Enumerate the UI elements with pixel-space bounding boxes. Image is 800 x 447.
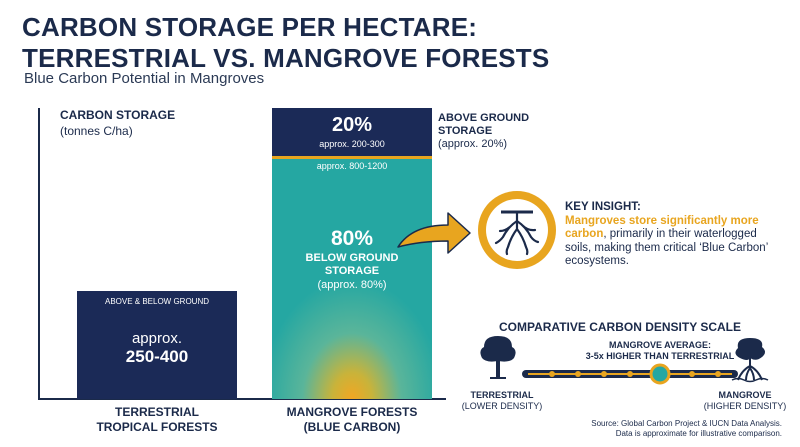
x-category-terrestrial-1: TERRESTRIAL (115, 405, 199, 419)
y-axis-label: CARBON STORAGE (60, 108, 176, 122)
key-insight-rest: , primarily in their waterlogged soils, … (565, 228, 768, 267)
scale-left-label: TERRESTRIAL (LOWER DENSITY) (452, 390, 552, 412)
bar-mangrove-above-range: approx. 200-300 (319, 139, 385, 149)
key-insight-text: Mangroves store significantly more carbo… (565, 215, 785, 269)
page-subtitle: Blue Carbon Potential in Mangroves (24, 70, 265, 87)
bar-mangrove-above-pct: 20% (331, 114, 373, 136)
above-ground-note-1: ABOVE GROUND (438, 112, 530, 124)
scale-left-label-2: (LOWER DENSITY) (461, 401, 543, 411)
y-axis-line (38, 108, 40, 400)
above-ground-note-3: (approx. 20%) (438, 138, 508, 150)
x-category-mangrove: MANGROVE FORESTS (BLUE CARBON) (262, 405, 442, 435)
scale-title: COMPARATIVE CARBON DENSITY SCALE (498, 320, 741, 334)
mangrove-icon (731, 338, 769, 383)
scale-dot-1 (549, 371, 555, 377)
key-insight: KEY INSIGHT: Mangroves store significant… (565, 201, 785, 269)
bar-mangrove-below-ground: approx. 800-1200 80% BELOW GROUND STORAG… (272, 159, 432, 399)
bar-mangrove-below-pct: 80% (330, 227, 374, 250)
bar-mangrove-below-label-3: (approx. 80%) (317, 279, 387, 291)
bar-mangrove-below-range: approx. 800-1200 (316, 161, 388, 171)
scale-dot-5 (689, 371, 695, 377)
scale-dot-3 (601, 371, 607, 377)
x-category-mangrove-2: (BLUE CARBON) (303, 420, 401, 434)
page-title: CARBON STORAGE PER HECTARE: TERRESTRIAL … (22, 12, 549, 74)
bar-mangrove-divider (272, 156, 432, 159)
insight-graphic (397, 191, 556, 269)
x-category-terrestrial: TERRESTRIAL TROPICAL FORESTS (77, 405, 237, 435)
scale-dot-2 (575, 371, 581, 377)
bar-mangrove-below-label: BELOW GROUND STORAGE (272, 252, 432, 278)
x-category-mangrove-1: MANGROVE FORESTS (286, 405, 418, 419)
above-ground-note-2: STORAGE (438, 125, 493, 137)
key-insight-highlight: Mangroves store significantly more carbo… (565, 214, 759, 241)
scale-dot-6 (715, 371, 721, 377)
density-scale (480, 336, 769, 385)
scale-right-label-1: MANGROVE (718, 390, 772, 400)
source-note: Source: Global Carbon Project & IUCN Dat… (591, 419, 782, 439)
scale-average: MANGROVE AVERAGE: 3-5x HIGHER THAN TERRE… (570, 340, 750, 362)
bar-mangrove-above-ground: 20% approx. 200-300 (272, 108, 432, 156)
scale-average-2: 3-5x HIGHER THAN TERRESTRIAL (585, 351, 735, 361)
scale-marker (649, 363, 671, 385)
bar-terrestrial-approx: approx. (131, 330, 183, 347)
curved-arrow-icon (397, 212, 471, 254)
title-line-2: TERRESTRIAL VS. MANGROVE FORESTS (22, 43, 550, 73)
bar-terrestrial-value: 250-400 (125, 347, 189, 366)
x-axis-line (38, 398, 446, 400)
tree-icon (480, 336, 516, 379)
y-axis-unit: (tonnes C/ha) (60, 124, 133, 138)
scale-average-1: MANGROVE AVERAGE: (608, 340, 711, 350)
scale-right-label: MANGROVE (HIGHER DENSITY) (700, 390, 790, 412)
key-insight-title: KEY INSIGHT: (565, 201, 641, 213)
source-note-1: Source: Global Carbon Project & IUCN Dat… (591, 419, 782, 428)
bar-terrestrial-series-label: ABOVE & BELOW GROUND (104, 297, 210, 306)
scale-right-label-2: (HIGHER DENSITY) (703, 401, 787, 411)
scale-dot-4 (627, 371, 633, 377)
roots-icon (478, 191, 556, 269)
above-ground-note: ABOVE GROUND STORAGE (approx. 20%) (438, 112, 529, 151)
x-category-terrestrial-2: TROPICAL FORESTS (96, 420, 218, 434)
bar-terrestrial: ABOVE & BELOW GROUND approx. 250-400 (77, 291, 237, 399)
bar-mangrove-below-label-2: STORAGE (324, 265, 380, 277)
title-line-1: CARBON STORAGE PER HECTARE: (22, 12, 478, 42)
source-note-2: Data is approximate for illustrative com… (615, 429, 782, 438)
scale-left-label-1: TERRESTRIAL (470, 390, 534, 400)
bar-mangrove-below-label-1: BELOW GROUND (305, 252, 399, 264)
